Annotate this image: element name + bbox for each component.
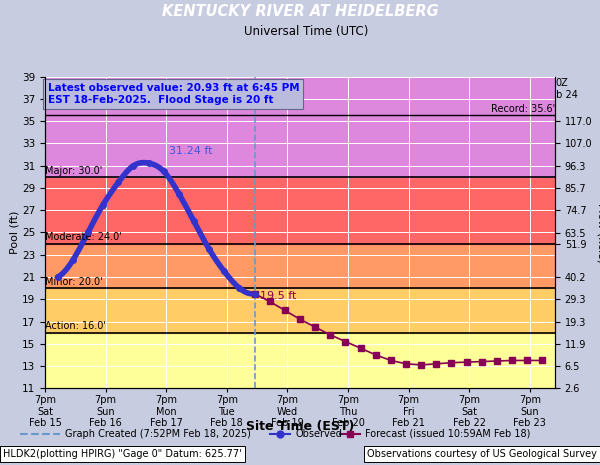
Y-axis label: Pool (ft): Pool (ft) — [9, 211, 19, 254]
Text: Graph Created (7:52PM Feb 18, 2025): Graph Created (7:52PM Feb 18, 2025) — [65, 429, 251, 439]
Text: Latest observed value: 20.93 ft at 6:45 PM
EST 18-Feb-2025.  Flood Stage is 20 f: Latest observed value: 20.93 ft at 6:45 … — [47, 83, 299, 105]
Bar — [45, 288, 555, 332]
Bar — [45, 332, 555, 388]
Text: Observed: Observed — [295, 429, 342, 439]
Text: Site Time (EST): Site Time (EST) — [246, 419, 354, 432]
Text: 31.24 ft: 31.24 ft — [169, 146, 212, 156]
Text: Record: 35.6': Record: 35.6' — [491, 104, 555, 114]
Text: 19.5 ft: 19.5 ft — [260, 291, 296, 301]
Text: Forecast (issued 10:59AM Feb 18): Forecast (issued 10:59AM Feb 18) — [365, 429, 530, 439]
Text: KENTUCKY RIVER AT HEIDELBERG: KENTUCKY RIVER AT HEIDELBERG — [161, 4, 439, 19]
Text: Major: 30.0': Major: 30.0' — [45, 166, 102, 175]
Text: Action: 16.0': Action: 16.0' — [45, 321, 106, 331]
Text: Minor: 20.0': Minor: 20.0' — [45, 277, 103, 287]
Bar — [45, 77, 555, 177]
Bar — [45, 177, 555, 244]
Y-axis label: Flow (kcfs): Flow (kcfs) — [596, 202, 600, 263]
Text: HLDK2(plotting HPIRG) "Gage 0" Datum: 625.77': HLDK2(plotting HPIRG) "Gage 0" Datum: 62… — [3, 449, 242, 459]
Text: Universal Time (UTC): Universal Time (UTC) — [244, 25, 368, 38]
Text: Moderate: 24.0': Moderate: 24.0' — [45, 232, 122, 242]
Text: Observations courtesy of US Geological Survey: Observations courtesy of US Geological S… — [367, 449, 597, 459]
Bar — [45, 244, 555, 288]
